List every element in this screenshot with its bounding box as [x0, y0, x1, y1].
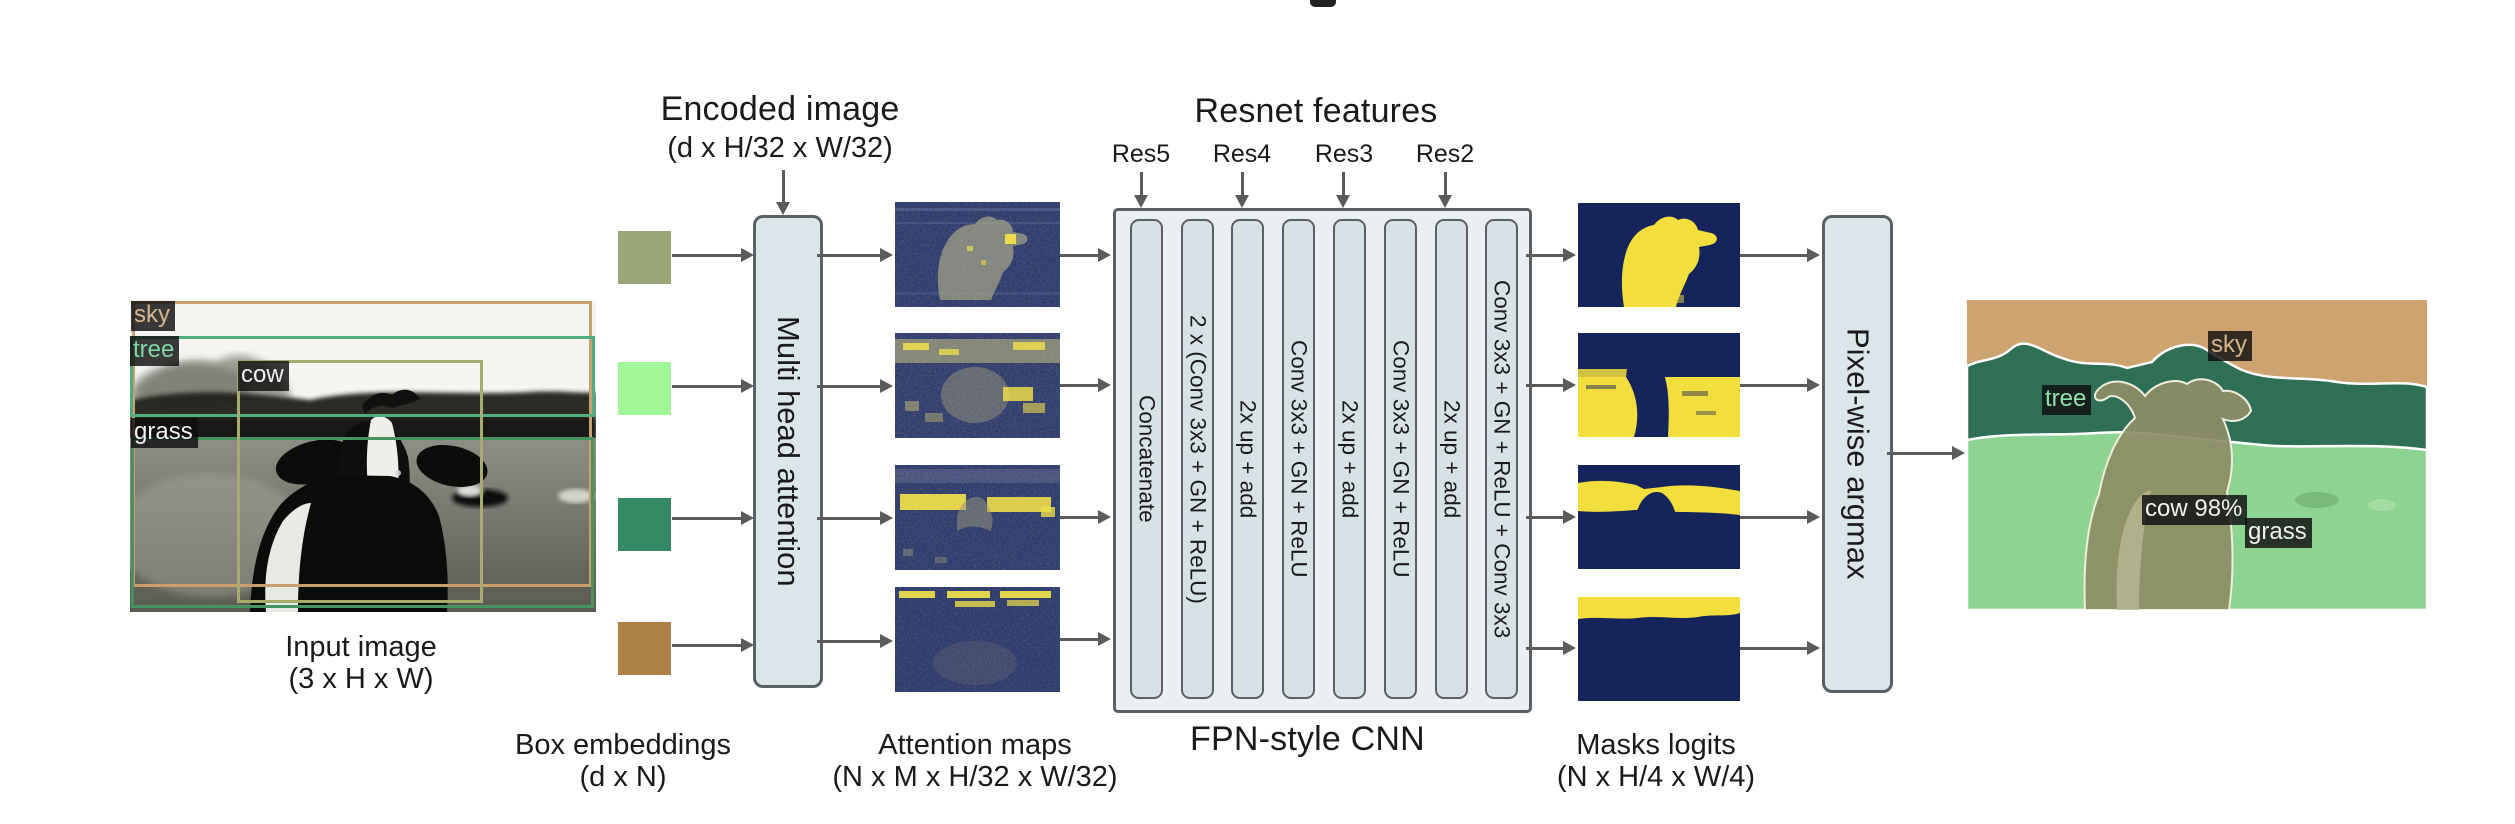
arrow-fpn-to-mask1 — [1526, 248, 1576, 262]
output-label-tree: tree — [2042, 385, 2092, 415]
output-label-grass: grass — [2245, 518, 2312, 548]
box-embeddings-caption-line1: Box embeddings — [514, 729, 732, 761]
fpn-caption: FPN-style CNN — [1190, 720, 1425, 758]
fpn-stage-label: Concatenate — [1134, 395, 1160, 523]
arrow-mha-to-map3 — [817, 511, 893, 525]
arrow-mask1-to-argmax — [1740, 248, 1820, 262]
box-embeddings-caption: Box embeddings (d x N) — [473, 729, 773, 793]
output-label-cow: cow 98% — [2142, 495, 2248, 525]
arrow-mha-to-map2 — [817, 379, 893, 393]
input-image-caption: Input image (3 x H x W) — [211, 631, 511, 695]
multi-head-attention-label: Multi head attention — [771, 316, 806, 587]
arrow-map3-to-fpn — [1060, 510, 1111, 524]
pixel-wise-argmax-box: Pixel-wise argmax — [1822, 215, 1893, 693]
masks-logits-caption-line1: Masks logits — [1576, 729, 1736, 761]
arrow-map2-to-fpn — [1060, 378, 1111, 392]
fpn-stage-conv-block: 2 x (Conv 3x3 + GN + ReLU) — [1181, 219, 1214, 699]
fpn-stage-label: Conv 3x3 + GN + ReLU — [1388, 340, 1414, 578]
fpn-stage-label: 2x up + add — [1439, 399, 1465, 519]
arrow-mask2-to-argmax — [1740, 378, 1820, 392]
box-embedding-grass — [618, 362, 671, 415]
output-photo — [1967, 300, 2427, 610]
arrow-emb3-to-mha — [672, 511, 754, 525]
masks-logits-caption: Masks logits (N x H/4 x W/4) — [1506, 729, 1806, 793]
arrow-mha-to-map1 — [817, 248, 893, 262]
fpn-stage-up-add-2: 2x up + add — [1333, 219, 1366, 699]
arrow-fpn-to-mask3 — [1526, 510, 1576, 524]
attention-map-sky — [895, 587, 1060, 692]
arrow-mha-to-map4 — [817, 634, 893, 648]
arrow-map1-to-fpn — [1060, 248, 1111, 262]
input-image: sky tree cow grass — [130, 300, 596, 612]
multi-head-attention-box: Multi head attention — [753, 215, 823, 688]
attention-maps-caption: Attention maps (N x M x H/32 x W/32) — [815, 729, 1135, 793]
arrow-res3 — [1336, 172, 1350, 208]
res5-label: Res5 — [1111, 140, 1171, 168]
arrow-fpn-to-mask4 — [1526, 641, 1576, 655]
input-label-grass: grass — [131, 418, 198, 448]
clipped-text-fragment — [1310, 0, 1336, 7]
attention-map-grass — [895, 333, 1060, 438]
arrow-res5 — [1134, 172, 1148, 208]
bbox-tree — [130, 336, 595, 417]
output-image: sky tree cow 98% grass — [1967, 300, 2427, 610]
bbox-cow — [237, 360, 483, 603]
encoded-image-dims: (d x H/32 x W/32) — [667, 132, 893, 164]
fpn-stage-label: Conv 3x3 + GN + ReLU — [1286, 340, 1312, 578]
fpn-stage-final-conv: Conv 3x3 + GN + ReLU + Conv 3x3 — [1485, 219, 1518, 699]
box-embeddings-caption-line2: (d x N) — [579, 761, 667, 793]
fpn-block: Concatenate 2 x (Conv 3x3 + GN + ReLU) 2… — [1113, 208, 1532, 713]
input-caption-line1: Input image — [285, 631, 437, 663]
encoded-image-title: Encoded image — [660, 90, 900, 128]
input-label-tree: tree — [130, 336, 180, 366]
fpn-stage-conv-1: Conv 3x3 + GN + ReLU — [1282, 219, 1315, 699]
resnet-features-title: Resnet features — [1194, 92, 1438, 130]
input-photo — [130, 300, 596, 612]
input-label-sky: sky — [131, 301, 175, 331]
arrow-mask3-to-argmax — [1740, 510, 1820, 524]
attention-map-tree — [895, 465, 1060, 570]
fpn-stage-label: 2x up + add — [1235, 399, 1261, 519]
attention-maps-caption-line1: Attention maps — [878, 729, 1072, 761]
fpn-stage-label: 2 x (Conv 3x3 + GN + ReLU) — [1185, 314, 1211, 604]
mask-logit-cow — [1578, 203, 1740, 307]
arrow-fpn-to-mask2 — [1526, 378, 1576, 392]
attention-maps-caption-line2: (N x M x H/32 x W/32) — [832, 761, 1118, 793]
fpn-stage-label: Conv 3x3 + GN + ReLU + Conv 3x3 — [1489, 279, 1515, 639]
fpn-stage-conv-2: Conv 3x3 + GN + ReLU — [1384, 219, 1417, 699]
box-embedding-tree — [618, 498, 671, 551]
fpn-stage-up-add-1: 2x up + add — [1231, 219, 1264, 699]
arrow-emb1-to-mha — [672, 248, 754, 262]
mask-logit-tree — [1578, 465, 1740, 569]
arrow-emb2-to-mha — [672, 379, 754, 393]
attention-map-cow — [895, 202, 1060, 307]
mask-logit-sky — [1578, 597, 1740, 701]
fpn-stage-label: 2x up + add — [1337, 399, 1363, 519]
input-caption-line2: (3 x H x W) — [288, 663, 434, 695]
box-embedding-cow — [618, 231, 671, 284]
arrow-res2 — [1438, 172, 1452, 208]
res2-label: Res2 — [1415, 140, 1475, 168]
res4-label: Res4 — [1212, 140, 1272, 168]
input-label-cow: cow — [238, 361, 289, 391]
arrow-map4-to-fpn — [1060, 632, 1111, 646]
bbox-grass — [131, 437, 594, 608]
fpn-stage-concatenate: Concatenate — [1130, 219, 1163, 699]
masks-logits-caption-line2: (N x H/4 x W/4) — [1556, 761, 1756, 793]
output-label-sky: sky — [2208, 331, 2252, 361]
fpn-stage-up-add-3: 2x up + add — [1435, 219, 1468, 699]
arrow-encoded-to-mha — [776, 170, 790, 215]
pixel-wise-argmax-label: Pixel-wise argmax — [1840, 328, 1876, 580]
box-embedding-sky — [618, 622, 671, 675]
arrow-emb4-to-mha — [672, 638, 754, 652]
mask-logit-grass — [1578, 333, 1740, 437]
arrow-res4 — [1235, 172, 1249, 208]
arrow-mask4-to-argmax — [1740, 641, 1820, 655]
res3-label: Res3 — [1314, 140, 1374, 168]
arrow-argmax-to-output — [1887, 446, 1965, 460]
